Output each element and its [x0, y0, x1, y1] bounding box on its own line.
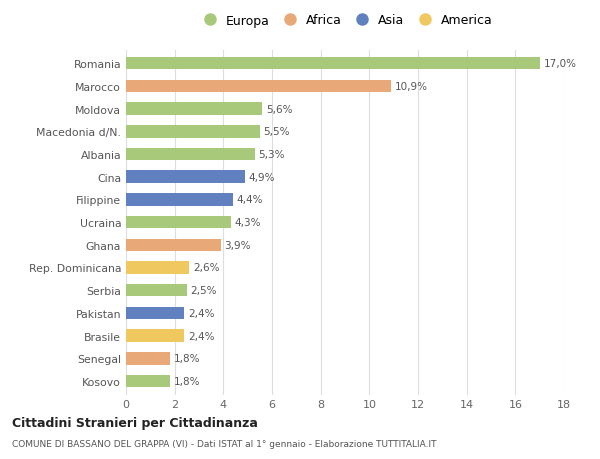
- Text: 4,9%: 4,9%: [249, 172, 275, 182]
- Bar: [126, 330, 184, 342]
- Legend: Europa, Africa, Asia, America: Europa, Africa, Asia, America: [195, 12, 495, 30]
- Bar: [126, 352, 170, 365]
- Text: 4,4%: 4,4%: [237, 195, 263, 205]
- Text: 2,4%: 2,4%: [188, 331, 215, 341]
- Bar: [126, 239, 221, 252]
- Bar: [126, 262, 189, 274]
- Bar: [126, 216, 230, 229]
- Text: 10,9%: 10,9%: [395, 82, 428, 92]
- Text: 5,6%: 5,6%: [266, 104, 292, 114]
- Text: COMUNE DI BASSANO DEL GRAPPA (VI) - Dati ISTAT al 1° gennaio - Elaborazione TUTT: COMUNE DI BASSANO DEL GRAPPA (VI) - Dati…: [12, 439, 437, 448]
- Bar: [126, 126, 260, 138]
- Text: 3,9%: 3,9%: [224, 240, 251, 250]
- Bar: [126, 284, 187, 297]
- Text: 5,5%: 5,5%: [263, 127, 290, 137]
- Bar: [126, 194, 233, 206]
- Text: 2,6%: 2,6%: [193, 263, 220, 273]
- Bar: [126, 375, 170, 387]
- Bar: [126, 80, 391, 93]
- Text: 2,5%: 2,5%: [190, 285, 217, 296]
- Text: Cittadini Stranieri per Cittadinanza: Cittadini Stranieri per Cittadinanza: [12, 416, 258, 429]
- Text: 4,3%: 4,3%: [234, 218, 261, 228]
- Bar: [126, 307, 184, 319]
- Text: 17,0%: 17,0%: [544, 59, 577, 69]
- Bar: [126, 58, 539, 70]
- Text: 1,8%: 1,8%: [173, 376, 200, 386]
- Bar: [126, 148, 255, 161]
- Text: 2,4%: 2,4%: [188, 308, 215, 318]
- Bar: [126, 171, 245, 184]
- Text: 5,3%: 5,3%: [259, 150, 285, 160]
- Text: 1,8%: 1,8%: [173, 353, 200, 364]
- Bar: [126, 103, 262, 116]
